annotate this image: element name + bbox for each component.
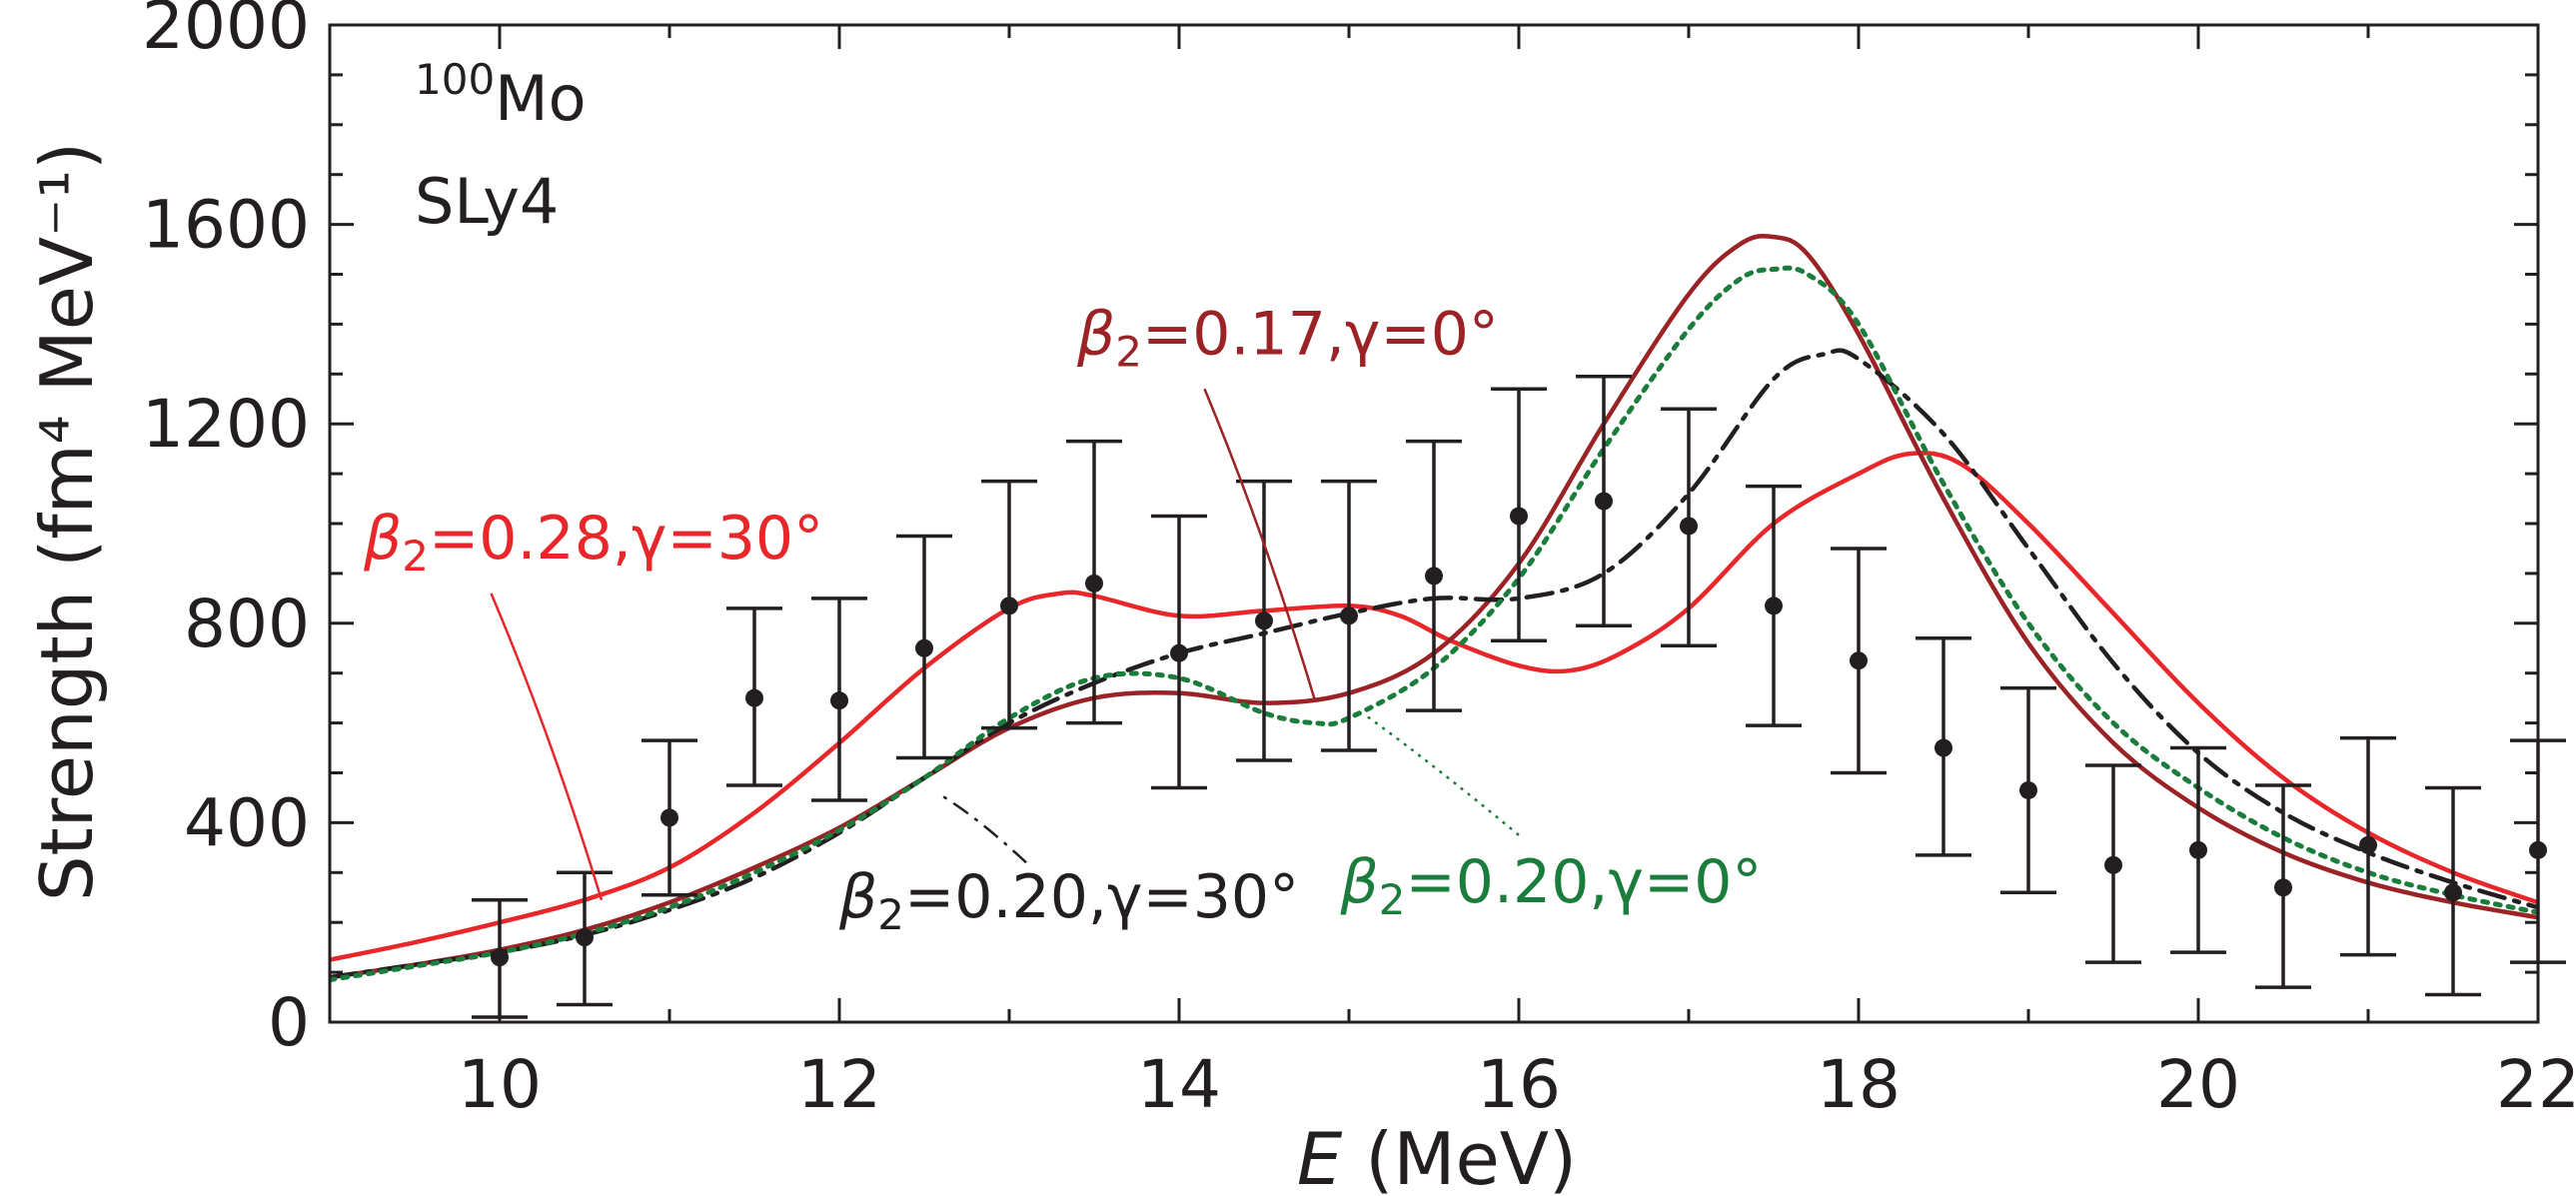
experimental-point <box>1425 567 1443 586</box>
x-tick-label: 14 <box>1137 1046 1221 1123</box>
experimental-point-group <box>1831 547 1887 775</box>
experimental-point-group <box>1491 387 1547 643</box>
experimental-point <box>1934 738 1952 757</box>
experimental-point <box>1085 574 1103 593</box>
y-tick-label: 800 <box>184 586 310 662</box>
x-tick-label: 10 <box>458 1046 542 1123</box>
series-line-2 <box>330 233 2538 980</box>
experimental-point-group <box>1321 479 1377 752</box>
x-tick-label: 22 <box>2496 1046 2576 1123</box>
experimental-point <box>1850 651 1868 670</box>
series-layer <box>330 233 2538 983</box>
experimental-point-group <box>1151 514 1207 790</box>
experimental-point <box>576 928 594 947</box>
experimental-point <box>1340 606 1358 625</box>
experimental-point-group <box>2170 745 2226 954</box>
annotation-label-4: β2=0.20,γ=0° <box>1340 847 1763 924</box>
annotations-layer: β2=0.28,γ=30°β2=0.17,γ=0°β2=0.20,γ=30° β2… <box>363 299 1762 939</box>
x-axis-unit: (MeV) <box>1365 1117 1577 1196</box>
experimental-point <box>745 688 763 707</box>
annotation-subscript: 2 <box>1115 327 1142 376</box>
x-tick-label: 16 <box>1477 1046 1561 1123</box>
annotation-pointer-2 <box>1203 388 1317 701</box>
experimental-point <box>1765 597 1783 615</box>
annotation-symbol: β <box>1076 299 1115 369</box>
experimental-point <box>1680 517 1698 536</box>
y-tick-label: 400 <box>184 784 310 861</box>
annotation-label-1: β2=0.28,γ=30° <box>363 504 823 581</box>
nucleus-label: 100Mo <box>415 55 587 135</box>
experimental-point-group <box>2340 735 2396 957</box>
annotation-subscript: 2 <box>1379 875 1406 924</box>
experimental-point <box>2019 780 2037 799</box>
annotation-label-2: β2=0.17,γ=0° <box>1076 299 1499 376</box>
experimental-point <box>2444 883 2462 902</box>
experimental-point-group <box>1916 636 1971 857</box>
experimental-point-group <box>1406 439 1462 712</box>
experimental-point <box>2189 840 2207 859</box>
nucleus-mass-number: 100 <box>415 55 495 104</box>
x-tick-label: 18 <box>1817 1046 1901 1123</box>
series-line-4 <box>330 265 2538 983</box>
x-axis-title: E (MeV) <box>1297 1117 1577 1196</box>
experimental-point <box>830 691 848 710</box>
experimental-point-group <box>2085 763 2141 964</box>
experimental-point-group <box>896 534 952 760</box>
experimental-point <box>1170 643 1188 662</box>
experimental-point-group <box>1236 479 1292 762</box>
experimental-point-group <box>1661 407 1717 648</box>
x-axis-symbol: E <box>1297 1117 1343 1196</box>
x-tick-label: 12 <box>797 1046 881 1123</box>
y-axis-title: Strength (fm⁴ MeV⁻¹) <box>25 142 109 901</box>
experimental-point <box>1595 492 1613 511</box>
annotation-subscript: 2 <box>402 532 429 581</box>
experimental-point-group <box>2000 685 2056 895</box>
experimental-point-group <box>726 606 782 787</box>
interaction-label: SLy4 <box>415 165 559 238</box>
experimental-point <box>915 638 933 657</box>
experimental-point <box>1000 597 1018 615</box>
annotation-value: =0.20,γ=30° <box>904 862 1299 932</box>
plot-frame <box>328 23 2540 1024</box>
experimental-point-group <box>472 897 528 1019</box>
experimental-point <box>1510 507 1528 526</box>
experimental-point <box>2359 835 2377 854</box>
annotation-symbol: β <box>838 862 877 932</box>
y-tick-label: 2000 <box>142 0 310 64</box>
annotation-pointer-3 <box>940 793 1027 864</box>
annotation-value: =0.28,γ=30° <box>429 504 823 574</box>
experimental-points-layer <box>472 375 2566 1019</box>
experimental-point-group <box>642 738 697 897</box>
experimental-point-group <box>557 870 613 1007</box>
experimental-point <box>2274 878 2292 897</box>
experimental-point <box>1255 611 1273 630</box>
y-tick-label: 1600 <box>142 187 310 264</box>
experimental-point-group <box>2425 785 2481 997</box>
experimental-point-group <box>981 479 1037 730</box>
annotation-pointer-1 <box>490 593 604 901</box>
experimental-point-group <box>2255 783 2311 989</box>
annotation-label-3: β2=0.20,γ=30° <box>838 862 1299 939</box>
nucleus-symbol: Mo <box>495 62 586 135</box>
x-tick-label: 20 <box>2156 1046 2240 1123</box>
experimental-point-group <box>1746 484 1802 727</box>
annotation-symbol: β <box>363 504 402 574</box>
experimental-point-group <box>1576 375 1632 628</box>
annotation-subscript: 2 <box>877 890 904 939</box>
y-tick-label: 0 <box>268 984 310 1061</box>
y-tick-label: 1200 <box>142 386 310 463</box>
annotation-value: =0.17,γ=0° <box>1142 299 1499 369</box>
experimental-point <box>660 808 678 827</box>
annotation-pointer-4 <box>1365 714 1520 836</box>
series-line-3 <box>330 348 2538 980</box>
ticks-layer <box>328 23 2540 1024</box>
annotation-symbol: β <box>1340 847 1379 917</box>
annotation-value: =0.20,γ=0° <box>1406 847 1763 917</box>
experimental-point-group <box>1066 439 1122 725</box>
experimental-point-group <box>811 597 867 802</box>
experimental-point <box>2104 855 2122 874</box>
experimental-point <box>491 948 509 967</box>
